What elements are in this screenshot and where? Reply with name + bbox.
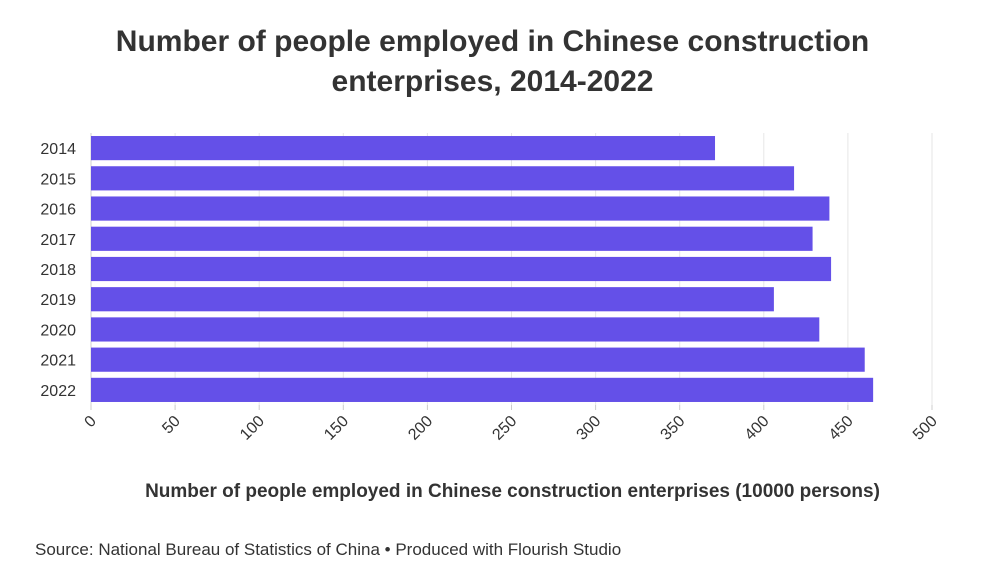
bar-2016[interactable] xyxy=(91,196,830,221)
x-tick-label: 150 xyxy=(321,413,352,444)
category-labels: 2014 2015 2016 2017 2018 2019 2020 2021 2022 xyxy=(40,141,76,400)
y-category-label: 2015 xyxy=(40,171,76,188)
bar-2015[interactable] xyxy=(91,166,795,191)
bar-2018[interactable] xyxy=(91,256,832,282)
x-tick-label: 500 xyxy=(910,413,941,444)
x-tick-label: 200 xyxy=(405,413,436,444)
x-tick-labels: 0 50 100 150 200 250 300 350 400 450 500 xyxy=(82,413,941,444)
bar-2017[interactable] xyxy=(91,226,813,251)
x-tick-label: 300 xyxy=(574,413,605,444)
y-category-label: 2016 xyxy=(40,202,76,219)
y-category-label: 2021 xyxy=(40,353,76,370)
bars xyxy=(91,136,874,402)
bar-2020[interactable] xyxy=(91,317,820,342)
x-tick-label: 350 xyxy=(658,413,689,444)
bar-2014[interactable] xyxy=(91,136,716,161)
bar-2019[interactable] xyxy=(91,287,774,312)
y-category-label: 2019 xyxy=(40,292,76,309)
x-axis-title: Number of people employed in Chinese con… xyxy=(145,481,880,502)
y-category-label: 2017 xyxy=(40,232,76,249)
x-tick-label: 0 xyxy=(82,413,100,431)
y-category-label: 2020 xyxy=(40,322,76,339)
credit-link[interactable]: Produced with Flourish Studio xyxy=(395,540,622,559)
footer: Source: National Bureau of Statistics of… xyxy=(35,540,621,560)
chart-title: Number of people employed in Chinese con… xyxy=(115,25,870,98)
source-link[interactable]: National Bureau of Statistics of China xyxy=(98,540,380,559)
x-tick-label: 450 xyxy=(826,413,857,444)
y-category-label: 2022 xyxy=(40,383,76,400)
source-label: Source: xyxy=(35,540,99,559)
x-tick-label: 100 xyxy=(237,413,268,444)
bar-2021[interactable] xyxy=(91,347,865,372)
x-tick-label: 250 xyxy=(489,413,520,444)
x-tick-label: 50 xyxy=(159,413,184,438)
y-category-label: 2018 xyxy=(40,262,76,279)
bar-2022[interactable] xyxy=(91,377,874,402)
x-tick-label: 400 xyxy=(742,413,773,444)
separator: • xyxy=(379,540,396,559)
y-category-label: 2014 xyxy=(40,141,76,158)
